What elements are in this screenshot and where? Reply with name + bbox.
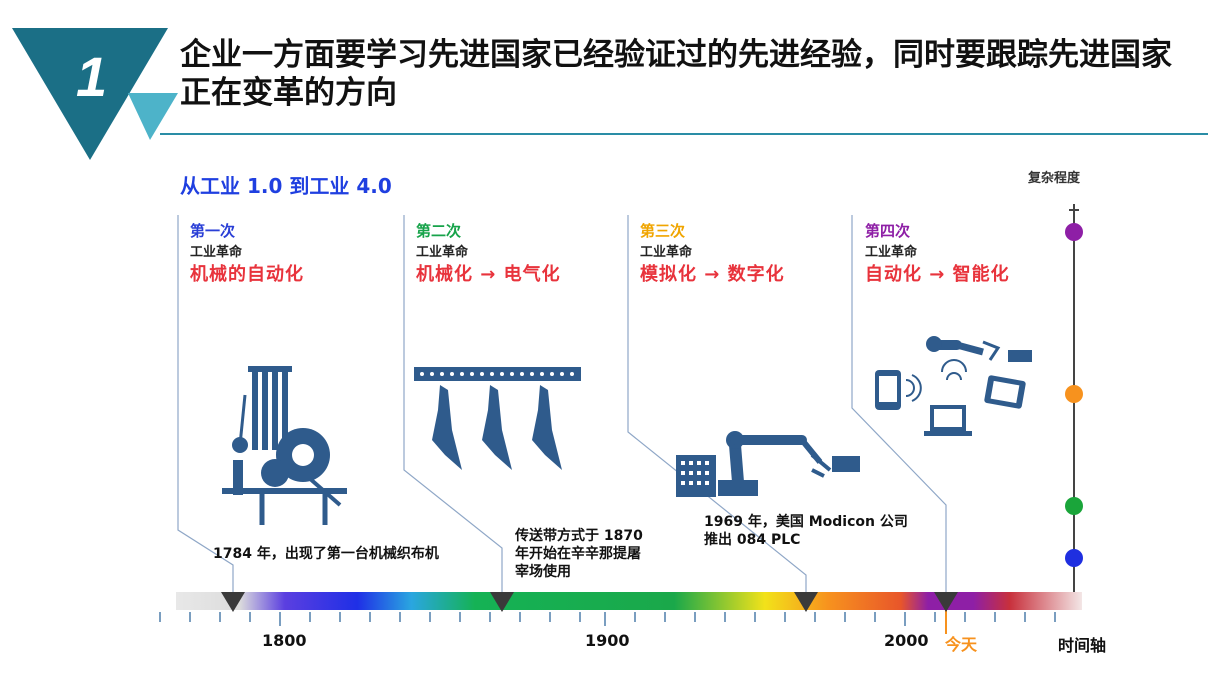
revolution-subtitle: 工业革命: [640, 245, 693, 260]
badge-number: 1: [76, 45, 107, 108]
title-divider: [160, 133, 1208, 135]
connector-line-3: [627, 215, 807, 592]
timeline-marker-1870: [490, 592, 514, 612]
revolution-number: 第一次: [190, 222, 236, 240]
revolution-number: 第二次: [416, 222, 462, 240]
timeline-marker-today: [934, 592, 958, 612]
diagram-subtitle: 从工业 1.0 到工业 4.0: [180, 174, 392, 198]
tick-label-1800: 1800: [262, 631, 307, 650]
revolution-description: 自动化 → 智能化: [865, 264, 1010, 285]
conveyor-icon: [414, 367, 581, 470]
milestone-1969: 1969 年，美国 Modicon 公司 推出 084 PLC: [704, 513, 908, 549]
milestone-line: 宰场使用: [515, 564, 571, 580]
complexity-dot-1: [1065, 549, 1083, 567]
connector-line-2: [403, 215, 503, 592]
tick-label-2000: 2000: [884, 631, 929, 650]
complexity-dot-4: [1065, 223, 1083, 241]
loom-icon: [222, 366, 347, 525]
revolution-3: 第三次 工业革命 模拟化 → 数字化: [640, 220, 785, 286]
revolution-1: 第一次 工业革命 机械的自动化: [190, 220, 304, 286]
tick-label-1900: 1900: [585, 631, 630, 650]
milestone-line: 1969 年，美国 Modicon 公司: [704, 514, 908, 530]
timeline-marker-1784: [221, 592, 245, 612]
badge-triangle-light: [128, 93, 178, 140]
today-label: 今天: [945, 635, 978, 654]
page-title: 企业一方面要学习先进国家已经验证过的先进经验，同时要跟踪先进国家正在变革的方向: [180, 37, 1172, 111]
revolution-4: 第四次 工业革命 自动化 → 智能化: [865, 220, 1010, 286]
milestone-line: 推出 084 PLC: [704, 532, 801, 548]
complexity-dot-2: [1065, 497, 1083, 515]
timeline-bar: [176, 592, 1082, 610]
connector-line-1: [177, 215, 234, 592]
revolution-subtitle: 工业革命: [190, 245, 243, 260]
milestone-line: 年开始在辛辛那提屠: [515, 546, 641, 562]
connector-lines: [177, 215, 947, 592]
header-badge: 1: [12, 28, 178, 160]
milestone-line: 传送带方式于 1870: [515, 528, 643, 544]
revolution-description: 模拟化 → 数字化: [640, 264, 785, 285]
smart-factory-icon: [875, 336, 1032, 436]
timeline-ticks: [159, 612, 1056, 626]
revolution-number: 第四次: [865, 222, 911, 240]
revolution-description: 机械化 → 电气化: [416, 264, 561, 285]
time-axis-label: 时间轴: [1058, 636, 1107, 655]
revolution-2: 第二次 工业革命 机械化 → 电气化: [416, 220, 561, 286]
revolution-description: 机械的自动化: [190, 264, 304, 285]
milestone-1870: 传送带方式于 1870 年开始在辛辛那提屠 宰场使用: [515, 527, 643, 581]
connector-line-4: [851, 215, 947, 592]
robot-arm-icon: [676, 431, 860, 497]
milestone-1784: 1784 年，出现了第一台机械织布机: [213, 546, 439, 562]
revolution-subtitle: 工业革命: [865, 245, 918, 260]
complexity-dot-3: [1065, 385, 1083, 403]
complexity-label: 复杂程度: [1028, 171, 1081, 186]
revolution-number: 第三次: [640, 222, 686, 240]
timeline-marker-1969: [794, 592, 818, 612]
badge-triangle: [12, 28, 168, 160]
revolution-subtitle: 工业革命: [416, 245, 469, 260]
